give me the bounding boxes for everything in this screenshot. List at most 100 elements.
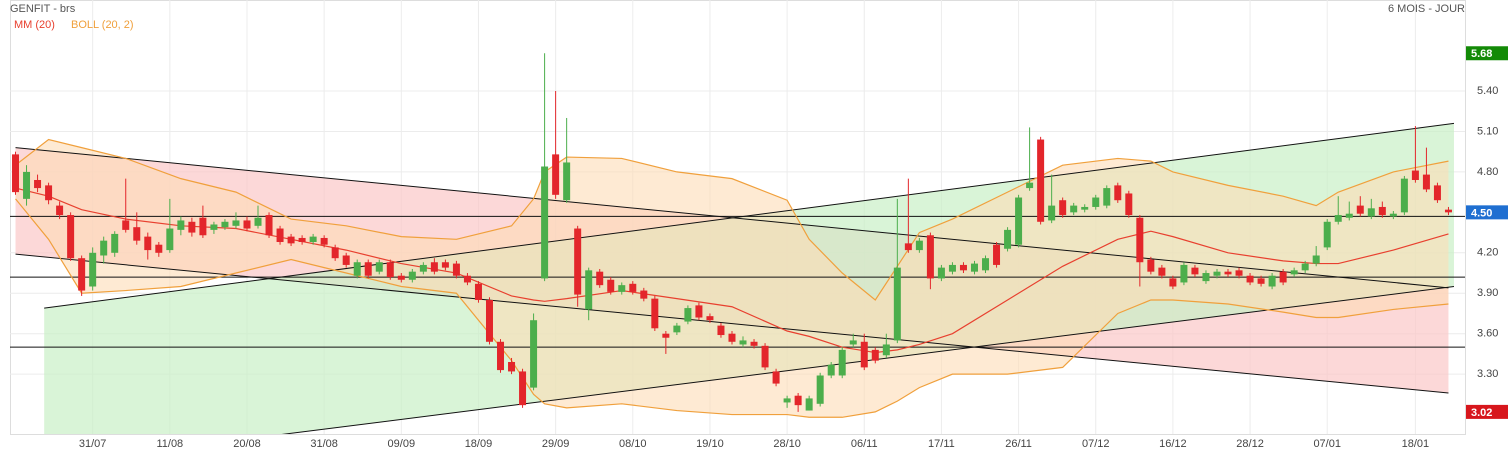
candle-body bbox=[1301, 263, 1309, 271]
candle-body bbox=[463, 275, 471, 283]
candle-body bbox=[386, 262, 394, 278]
candle-body bbox=[221, 221, 229, 228]
candle-body bbox=[232, 220, 240, 226]
candle-body bbox=[1092, 197, 1100, 207]
candle-body bbox=[133, 227, 141, 241]
candle-body bbox=[982, 258, 990, 271]
candle-body bbox=[1290, 270, 1298, 275]
y-tick-label: 5.10 bbox=[1477, 125, 1498, 137]
candle-body bbox=[309, 236, 317, 243]
y-tick-label: 3.30 bbox=[1477, 368, 1498, 380]
candle-body bbox=[430, 262, 438, 272]
candle-body bbox=[959, 264, 967, 271]
band-upper bbox=[15, 138, 1449, 301]
candle-body bbox=[1004, 229, 1012, 249]
candle-body bbox=[1202, 273, 1210, 282]
candle-body bbox=[1125, 193, 1133, 216]
candle-body bbox=[1026, 182, 1034, 189]
candle-body bbox=[651, 298, 659, 329]
candle-body bbox=[860, 341, 868, 368]
candle-body bbox=[915, 240, 923, 251]
candle-body bbox=[1268, 275, 1276, 287]
candle-body bbox=[629, 283, 637, 292]
candle-body bbox=[706, 316, 714, 321]
x-tick-label: 09/09 bbox=[388, 438, 416, 450]
price-tag bbox=[1466, 46, 1508, 61]
x-tick-label: 17/11 bbox=[928, 438, 955, 450]
candle-body bbox=[111, 233, 119, 253]
candle-body bbox=[1114, 185, 1122, 201]
y-tick-label: 4.20 bbox=[1477, 247, 1498, 259]
candle-body bbox=[607, 279, 615, 292]
candle-body bbox=[596, 271, 604, 286]
y-tick-label: 4.80 bbox=[1477, 166, 1498, 178]
candle-body bbox=[144, 236, 152, 251]
candle-body bbox=[89, 252, 97, 287]
candle-body bbox=[320, 237, 328, 245]
x-tick-label: 08/10 bbox=[619, 438, 647, 450]
price-tag-label: 5.68 bbox=[1471, 48, 1492, 60]
candle-body bbox=[1180, 264, 1188, 283]
candle-body bbox=[1246, 275, 1254, 283]
candle-body bbox=[408, 271, 416, 280]
candle-body bbox=[243, 220, 251, 229]
x-tick-label: 20/08 bbox=[233, 438, 261, 450]
candle-body bbox=[805, 398, 813, 411]
candle-body bbox=[188, 221, 196, 233]
chart-title: GENFIT - brs bbox=[10, 3, 76, 15]
candle-body bbox=[287, 236, 295, 244]
candle-body bbox=[122, 220, 130, 230]
candle-body bbox=[364, 262, 372, 276]
candle-body bbox=[331, 247, 339, 259]
candle-body bbox=[783, 398, 791, 403]
candle-body bbox=[45, 185, 53, 201]
candle-body bbox=[166, 228, 174, 251]
price-tag-label: 4.50 bbox=[1471, 207, 1492, 219]
x-tick-label: 16/12 bbox=[1159, 438, 1187, 450]
candle-body bbox=[761, 345, 769, 368]
x-tick-label: 07/01 bbox=[1313, 438, 1341, 450]
candle-body bbox=[1048, 205, 1056, 221]
x-tick-label: 31/07 bbox=[79, 438, 107, 450]
candle-body bbox=[717, 325, 725, 336]
candle-body bbox=[1411, 170, 1419, 180]
candle-body bbox=[419, 264, 427, 272]
x-tick-label: 18/09 bbox=[465, 438, 493, 450]
moving-average bbox=[15, 187, 1449, 354]
candle-body bbox=[1235, 270, 1243, 276]
candle-body bbox=[34, 179, 42, 189]
candle-body bbox=[871, 349, 879, 361]
candle-body bbox=[1433, 185, 1441, 201]
candle-body bbox=[78, 258, 86, 291]
price-tag bbox=[1466, 205, 1508, 220]
candle-body bbox=[849, 340, 857, 345]
candle-body bbox=[662, 333, 670, 338]
candle-body bbox=[695, 305, 703, 318]
candle-body bbox=[1422, 174, 1430, 190]
candle-body bbox=[574, 228, 582, 295]
candle-body bbox=[585, 270, 593, 310]
candle-body bbox=[1081, 206, 1089, 210]
band-lower bbox=[15, 198, 1449, 418]
x-tick-label: 28/12 bbox=[1236, 438, 1264, 450]
x-tick-label: 06/11 bbox=[851, 438, 878, 450]
candle-body bbox=[265, 215, 273, 236]
candle-body bbox=[397, 275, 405, 280]
x-tick-label: 11/08 bbox=[156, 438, 183, 450]
candle-body bbox=[1191, 267, 1199, 275]
plot-layer bbox=[10, 0, 1465, 434]
candle-body bbox=[552, 154, 560, 195]
candle-body bbox=[342, 255, 350, 265]
candle-body bbox=[1213, 271, 1221, 276]
candle-body bbox=[199, 217, 207, 236]
price-tag-label: 3.02 bbox=[1471, 407, 1492, 419]
candle-body bbox=[970, 263, 978, 272]
candle-body bbox=[618, 285, 626, 292]
candle-body bbox=[1378, 206, 1386, 216]
candle-body bbox=[497, 341, 505, 371]
candle-body bbox=[948, 264, 956, 272]
candle-body bbox=[23, 171, 31, 199]
candle-body bbox=[1345, 213, 1353, 218]
candle-body bbox=[210, 224, 218, 230]
